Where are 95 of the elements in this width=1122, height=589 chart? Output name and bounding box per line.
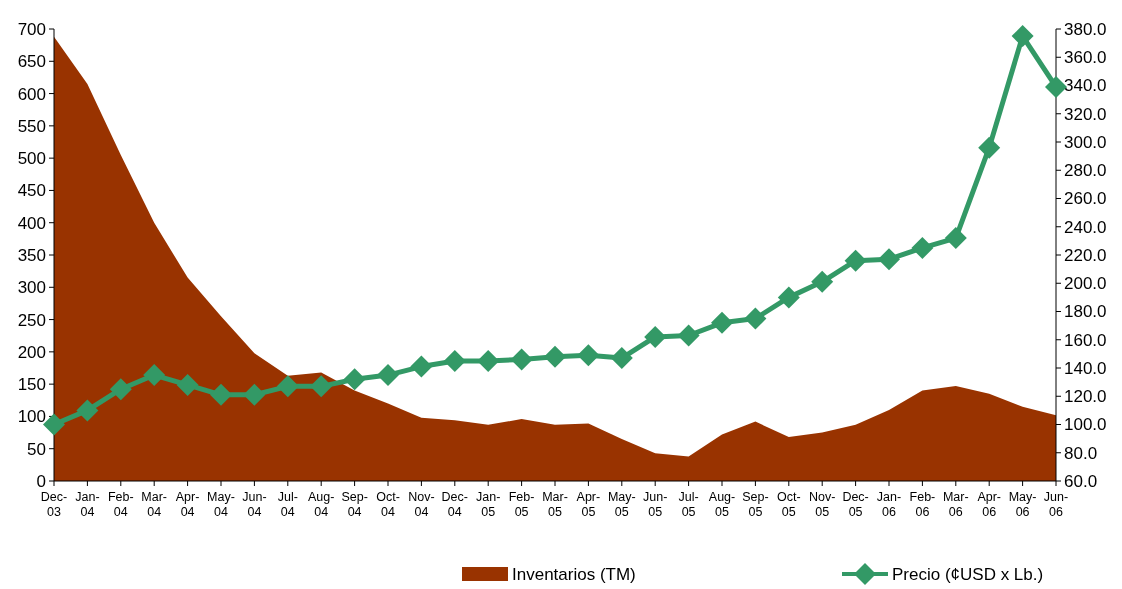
point [243, 383, 266, 406]
y-tick-label: 300 [17, 278, 46, 298]
y2-tick-label: 80.0 [1064, 443, 1098, 463]
x-tick-label: Mar-04 [141, 490, 168, 519]
x-tick-label: Jun-06 [1043, 490, 1069, 519]
y-tick-label: 50 [27, 439, 46, 459]
x-tick-label: Mar-06 [942, 490, 969, 519]
y2-tick-label: 60.0 [1064, 471, 1098, 491]
x-tick-label: Apr-04 [175, 490, 200, 519]
legend-label: Precio (¢USD x Lb.) [892, 564, 1044, 584]
y-tick-label: 600 [17, 84, 46, 104]
y-tick-label: 400 [17, 213, 46, 233]
point [878, 248, 900, 271]
x-tick-label: Jan-05 [476, 490, 501, 519]
x-tick-label: Nov-04 [408, 490, 435, 519]
y2-tick-label: 240.0 [1064, 217, 1107, 237]
x-tick-label: Aug-05 [708, 490, 736, 519]
x-tick-label: Feb-06 [909, 490, 936, 519]
x-tick-label: May-04 [207, 490, 235, 519]
y2-tick-label: 120.0 [1064, 387, 1107, 407]
point [811, 270, 834, 293]
y-tick-label: 100 [17, 407, 46, 427]
y2-tick-label: 180.0 [1064, 302, 1107, 322]
y2-tick-label: 260.0 [1064, 189, 1107, 209]
y2-tick-label: 200.0 [1064, 274, 1107, 294]
point [377, 364, 399, 387]
point [76, 399, 99, 422]
y2-tick-label: 340.0 [1064, 76, 1107, 96]
x-tick-label: Apr-05 [576, 490, 601, 519]
point [1045, 75, 1067, 98]
y2-tick-label: 300.0 [1064, 132, 1107, 152]
y-tick-label: 150 [17, 375, 46, 395]
point [577, 344, 600, 367]
point [443, 349, 466, 372]
point [176, 373, 199, 396]
x-tick-label: Jan-04 [75, 490, 100, 519]
y-tick-label: 350 [17, 245, 46, 265]
point [844, 249, 867, 272]
point [944, 227, 967, 250]
x-tick-label: Aug-04 [308, 490, 335, 519]
y2-tick-label: 360.0 [1064, 48, 1107, 68]
x-tick-label: Dec-04 [441, 490, 468, 519]
x-tick-label: Feb-04 [107, 490, 134, 519]
point [777, 286, 800, 309]
point [143, 364, 166, 387]
x-tick-label: Jul-05 [678, 490, 699, 519]
point [477, 349, 500, 372]
x-tick-label: Oct-05 [777, 490, 801, 519]
x-tick-label: Jan-06 [876, 490, 902, 519]
x-tick-label: Sep-04 [341, 490, 368, 519]
x-tick-label: Oct-04 [376, 490, 400, 519]
point [978, 136, 1001, 159]
x-tick-label: Jun-04 [242, 490, 267, 519]
point [644, 325, 667, 348]
x-tick-label: Sep-05 [742, 490, 769, 519]
x-tick-label: Jun-05 [643, 490, 668, 519]
point [911, 236, 934, 259]
y2-tick-label: 320.0 [1064, 104, 1107, 124]
point [210, 383, 232, 406]
y-tick-label: 700 [17, 19, 46, 39]
y-tick-label: 0 [36, 471, 46, 491]
point [544, 345, 566, 368]
point [610, 347, 633, 370]
y-tick-label: 650 [17, 52, 46, 72]
y2-tick-label: 380.0 [1064, 19, 1107, 39]
y-tick-label: 450 [17, 181, 46, 201]
y-tick-label: 500 [17, 149, 46, 169]
y-tick-label: 250 [17, 310, 46, 330]
point [109, 378, 132, 401]
point [711, 311, 733, 334]
point [410, 355, 433, 378]
point [677, 324, 700, 347]
point [310, 375, 333, 398]
legend-label: Inventarios (TM) [512, 564, 636, 584]
y2-tick-label: 160.0 [1064, 330, 1107, 350]
x-tick-label: Mar-05 [542, 490, 568, 519]
y2-tick-label: 220.0 [1064, 245, 1107, 265]
point [1011, 25, 1034, 48]
y2-tick-label: 100.0 [1064, 415, 1107, 435]
x-tick-label: Jul-04 [277, 490, 298, 519]
y-tick-label: 200 [17, 342, 46, 362]
x-tick-label: Apr-06 [977, 490, 1002, 519]
x-tick-label: Dec-03 [40, 490, 68, 519]
y2-tick-label: 280.0 [1064, 161, 1107, 181]
point [744, 307, 767, 330]
point [343, 368, 366, 391]
x-tick-label: May-06 [1008, 490, 1037, 519]
point [510, 348, 533, 371]
x-tick-label: May-05 [607, 490, 636, 519]
x-tick-label: Nov-05 [809, 490, 836, 519]
x-tick-label: Dec-05 [842, 490, 869, 519]
y2-tick-label: 140.0 [1064, 358, 1107, 378]
y-tick-label: 550 [17, 116, 46, 136]
point [276, 375, 299, 398]
x-tick-label: Feb-05 [508, 490, 535, 519]
